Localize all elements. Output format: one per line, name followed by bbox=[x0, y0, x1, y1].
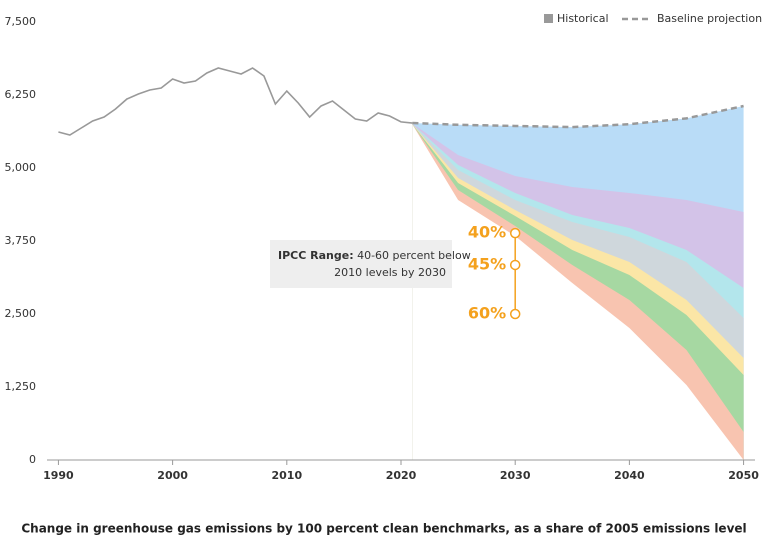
x-tick-label: 2020 bbox=[386, 469, 417, 482]
annotation-text: 2010 levels by 2030 bbox=[334, 266, 446, 279]
ipcc-label: 40% bbox=[468, 223, 506, 242]
legend-swatch bbox=[544, 14, 553, 23]
ipcc-marker bbox=[509, 227, 521, 239]
y-tick-label: 5,000 bbox=[5, 161, 37, 174]
x-tick-label: 2010 bbox=[271, 469, 302, 482]
ipcc-marker bbox=[509, 259, 521, 271]
y-tick-label: 2,500 bbox=[5, 307, 37, 320]
y-tick-label: 3,750 bbox=[5, 234, 37, 247]
annotation: IPCC Range: 40-60 percent below bbox=[278, 249, 471, 262]
annotation-text: 40-60 percent below bbox=[357, 249, 471, 262]
chart-title: Change in greenhouse gas emissions by 10… bbox=[21, 522, 746, 536]
legend-label: Baseline projection bbox=[657, 12, 762, 25]
legend-label: Historical bbox=[557, 12, 609, 25]
ipcc-label: 45% bbox=[468, 254, 506, 273]
annotation-label: IPCC Range: bbox=[278, 249, 354, 262]
line bbox=[412, 104, 744, 129]
x-tick-label: 1990 bbox=[43, 469, 74, 482]
y-tick-label: 7,500 bbox=[5, 15, 37, 28]
ipcc-label: 60% bbox=[468, 304, 506, 323]
y-tick-label: 1,250 bbox=[5, 380, 37, 393]
line bbox=[58, 67, 413, 136]
area bbox=[412, 124, 744, 460]
ipcc-marker bbox=[509, 308, 521, 320]
x-tick-label: 2040 bbox=[614, 469, 645, 482]
plot: 0 1,250 2,500 3,750 5,000 6,250 7,500 1990 2000 2… bbox=[5, 12, 763, 482]
x-tick-label: 2000 bbox=[157, 469, 188, 482]
annotation-box bbox=[270, 240, 452, 288]
x-tick-label: 2030 bbox=[500, 469, 531, 482]
y-tick-label: 0 bbox=[29, 453, 36, 466]
x-tick-label: 2050 bbox=[728, 469, 759, 482]
y-tick-label: 6,250 bbox=[5, 88, 37, 101]
